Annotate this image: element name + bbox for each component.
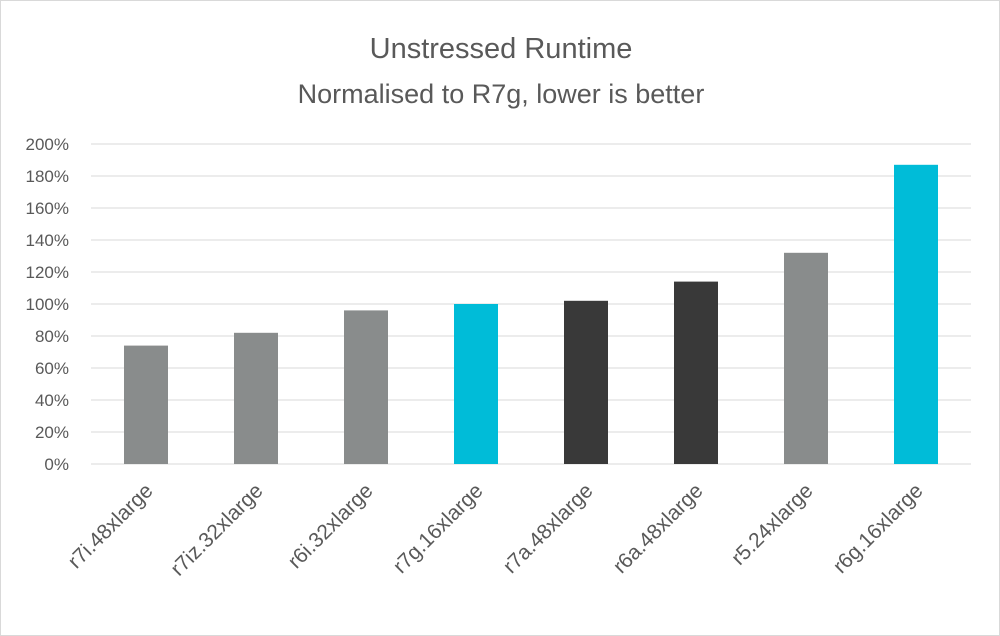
bar-r6g-16xlarge: [894, 164, 938, 465]
y-tick-label: 0%: [44, 455, 69, 474]
x-tick-label: r7i.48xlarge: [64, 479, 158, 573]
y-tick-label: 200%: [26, 135, 69, 154]
x-tick-label: r7iz.32xlarge: [166, 479, 267, 580]
y-tick-label: 60%: [35, 359, 69, 378]
bar-r7i-48xlarge: [124, 345, 168, 464]
y-tick-label: 20%: [35, 423, 69, 442]
y-tick-label: 100%: [26, 295, 69, 314]
y-tick-label: 80%: [35, 327, 69, 346]
y-tick-label: 180%: [26, 167, 69, 186]
x-tick-label: r7g.16xlarge: [389, 479, 488, 578]
bar-r6a-48xlarge: [674, 281, 718, 464]
bar-r5-24xlarge: [784, 252, 828, 464]
bar-r7a-48xlarge: [564, 300, 608, 464]
bars: [124, 164, 938, 465]
x-tick-label: r7a.48xlarge: [499, 479, 598, 578]
chart-title: Unstressed Runtime: [370, 33, 633, 65]
x-tick-label: r6a.48xlarge: [609, 479, 708, 578]
x-tick-label: r6g.16xlarge: [829, 479, 928, 578]
gridlines: [91, 143, 971, 465]
x-tick-label: r5.24xlarge: [727, 479, 818, 570]
bar-r6i-32xlarge: [344, 310, 388, 464]
y-tick-label: 40%: [35, 391, 69, 410]
y-tick-label: 160%: [26, 199, 69, 218]
bar-r7iz-32xlarge: [234, 332, 278, 464]
y-axis: 0% 20% 40% 60% 80% 100% 120% 140% 160% 180% 200%: [26, 135, 69, 474]
y-tick-label: 120%: [26, 263, 69, 282]
y-tick-label: 140%: [26, 231, 69, 250]
bar-r7g-16xlarge: [454, 304, 498, 464]
chart-subtitle: Normalised to R7g, lower is better: [298, 79, 705, 109]
x-tick-label: r6i.32xlarge: [284, 479, 378, 573]
x-axis: r7i.48xlarge r7iz.32xlarge r6i.32xlarge r7g…: [64, 479, 928, 580]
